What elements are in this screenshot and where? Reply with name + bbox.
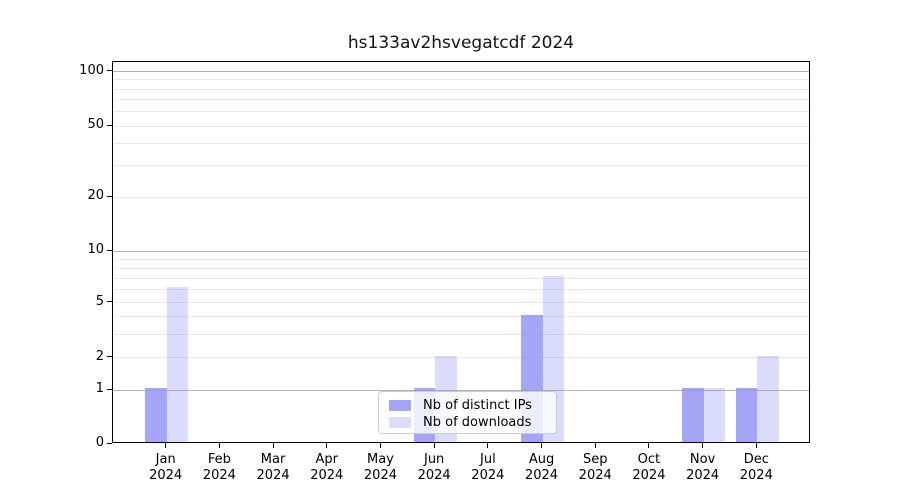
bar-downloads: [166, 287, 189, 442]
x-tick-year: 2024: [632, 468, 666, 483]
gridline-minor: [113, 316, 809, 318]
x-axis-tick: [379, 443, 381, 448]
x-axis-tick-label: Jul 2024: [456, 452, 520, 484]
legend-label: Nb of downloads: [423, 415, 532, 430]
y-axis-tick: [107, 249, 112, 251]
x-axis-tick-label: Mar 2024: [241, 452, 305, 484]
x-axis-tick: [648, 443, 650, 448]
gridline-minor: [113, 165, 809, 167]
x-tick-year: 2024: [524, 468, 559, 483]
x-tick-month: May: [367, 452, 394, 467]
x-tick-year: 2024: [310, 468, 344, 483]
legend-item: Nb of downloads: [389, 414, 548, 431]
y-axis-tick: [107, 301, 112, 302]
y-axis-tick-label: 1: [95, 381, 104, 396]
x-axis-tick-label: Apr 2024: [295, 452, 359, 484]
plot-area: [112, 61, 810, 443]
gridline-major: [113, 71, 809, 72]
legend-swatch: [389, 417, 411, 428]
y-axis-tick-label: 20: [87, 188, 104, 203]
gridline-minor: [113, 111, 809, 113]
y-axis-tick: [107, 356, 112, 357]
gridline-minor: [113, 142, 809, 144]
x-axis-tick-label: Feb 2024: [187, 452, 251, 484]
gridline-minor: [113, 288, 809, 290]
x-axis-tick-label: Dec 2024: [724, 452, 788, 484]
y-axis-tick: [107, 124, 112, 126]
y-axis-tick-label: 0: [95, 435, 104, 450]
x-tick-year: 2024: [363, 468, 397, 483]
gridline-minor: [113, 258, 809, 260]
x-tick-year: 2024: [471, 468, 505, 483]
x-axis-tick: [272, 443, 274, 448]
legend-item: Nb of distinct IPs: [389, 397, 548, 414]
y-axis-tick-label: 10: [87, 242, 104, 257]
legend-label: Nb of distinct IPs: [423, 398, 532, 413]
x-axis-tick-label: May 2024: [348, 452, 412, 484]
x-tick-year: 2024: [739, 468, 773, 483]
x-axis-tick-label: Jan 2024: [134, 452, 198, 484]
x-tick-year: 2024: [417, 468, 451, 483]
x-tick-month: Dec: [743, 452, 769, 467]
gridline-minor: [113, 267, 809, 269]
x-axis-tick-label: Jun 2024: [402, 452, 466, 484]
bar-distinct-ips: [682, 388, 704, 442]
gridline-minor: [113, 79, 809, 81]
gridline-minor: [113, 88, 809, 90]
x-axis-tick: [594, 443, 596, 448]
y-axis-tick: [107, 70, 112, 71]
bar-downloads: [703, 388, 726, 442]
gridline-minor: [113, 99, 809, 101]
y-axis-tick-label: 5: [95, 293, 104, 309]
x-tick-month: Feb: [207, 452, 231, 467]
x-tick-month: Jan: [155, 452, 176, 467]
chart-title: hs133av2hsvegatcdf 2024: [347, 33, 575, 53]
gridline-minor: [113, 125, 809, 127]
x-axis-tick-label: Oct 2024: [617, 452, 681, 484]
x-axis-tick: [326, 443, 328, 448]
gridline-major: [113, 250, 809, 252]
x-axis-tick: [165, 443, 167, 448]
x-tick-year: 2024: [578, 468, 612, 483]
bar-downloads: [757, 355, 779, 442]
y-axis-tick-label: 50: [87, 117, 104, 132]
x-tick-year: 2024: [149, 468, 183, 483]
x-tick-year: 2024: [686, 468, 720, 483]
y-axis-tick: [107, 442, 112, 444]
x-tick-month: Sep: [582, 452, 608, 467]
x-tick-year: 2024: [202, 468, 236, 483]
gridline-minor: [113, 334, 809, 336]
y-axis-tick: [107, 195, 112, 197]
x-axis-tick-label: Nov 2024: [671, 452, 735, 484]
x-axis-tick-label: Sep 2024: [563, 452, 627, 484]
x-axis-tick: [702, 443, 704, 448]
x-tick-month: Oct: [637, 452, 661, 467]
y-axis-tick: [107, 388, 112, 390]
x-tick-month: Apr: [315, 452, 339, 467]
x-axis-tick: [755, 443, 757, 448]
x-tick-month: Aug: [528, 452, 555, 467]
x-tick-month: Mar: [260, 452, 286, 467]
gridline-minor: [113, 277, 809, 279]
x-axis-tick: [218, 443, 220, 448]
x-tick-month: Jul: [480, 452, 496, 467]
gridline-minor: [113, 196, 809, 198]
legend: Nb of distinct IPs Nb of downloads: [378, 391, 557, 434]
x-tick-month: Nov: [689, 452, 716, 467]
gridline-minor: [113, 302, 809, 303]
x-axis-tick: [541, 443, 543, 448]
x-tick-month: Jun: [423, 452, 445, 467]
bar-distinct-ips: [145, 388, 167, 442]
x-axis-tick: [487, 443, 489, 448]
y-axis-tick-label: 100: [79, 62, 104, 78]
y-axis-tick-label: 2: [95, 348, 104, 364]
x-axis-tick: [433, 443, 435, 448]
legend-swatch: [389, 400, 411, 411]
x-axis-tick-label: Aug 2024: [510, 452, 574, 484]
bar-distinct-ips: [735, 388, 758, 442]
gridline-minor: [113, 357, 809, 358]
gridline-major: [113, 389, 809, 391]
x-tick-year: 2024: [256, 468, 290, 483]
